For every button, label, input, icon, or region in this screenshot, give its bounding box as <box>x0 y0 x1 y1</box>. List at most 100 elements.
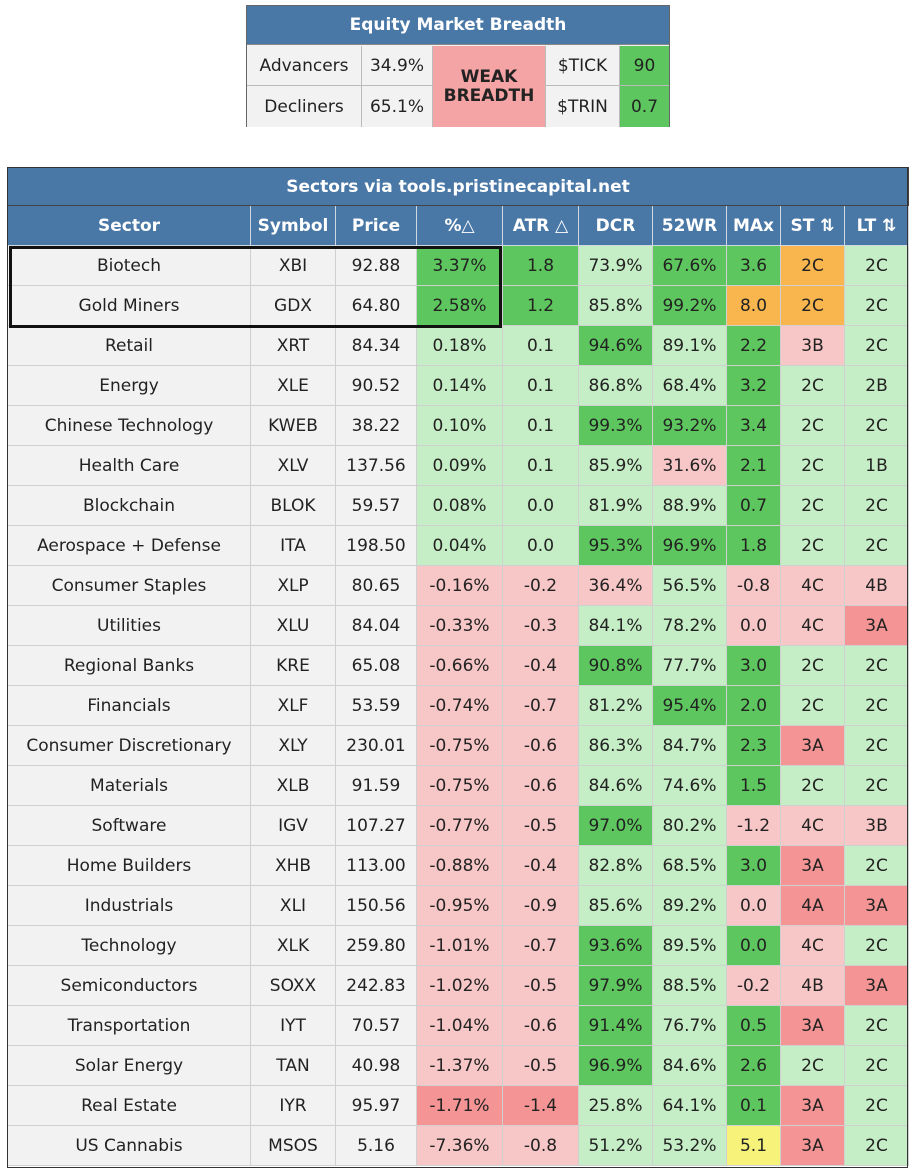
cell-lt: 2C <box>843 1085 910 1126</box>
cell-symbol: TAN <box>250 1045 336 1086</box>
cell-symbol: GDX <box>250 285 336 326</box>
cell-max: 1.8 <box>726 525 781 566</box>
cell-symbol: XLV <box>250 445 336 486</box>
cell-max: 0.7 <box>726 485 781 526</box>
table-row[interactable]: Software IGV 107.27 -0.77% -0.5 97.0% 80.2% -1.… <box>7 805 910 846</box>
table-row[interactable]: Solar Energy TAN 40.98 -1.37% -0.5 96.9% 84.6%… <box>7 1045 910 1086</box>
cell-pct-change: -0.75% <box>416 765 503 806</box>
cell-pct-change: -0.74% <box>416 685 503 726</box>
cell-max: 3.6 <box>726 245 781 286</box>
table-row[interactable]: Industrials XLI 150.56 -0.95% -0.9 85.6% 89.2%… <box>7 885 910 926</box>
table-row[interactable]: Semiconductors SOXX 242.83 -1.02% -0.5 97.9% 8… <box>7 965 910 1006</box>
cell-st: 3A <box>780 1005 845 1046</box>
cell-lt: 2C <box>843 685 910 726</box>
cell-52wr: 67.6% <box>652 245 727 286</box>
table-row[interactable]: Health Care XLV 137.56 0.09% 0.1 85.9% 31.6% 2.… <box>7 445 910 486</box>
column-header-price[interactable]: Price <box>335 205 417 246</box>
cell-52wr: 88.5% <box>652 965 727 1006</box>
table-row[interactable]: Utilities XLU 84.04 -0.33% -0.3 84.1% 78.2% 0.0… <box>7 605 910 646</box>
cell-sector: Aerospace + Defense <box>7 525 251 566</box>
cell-pct-change: -0.95% <box>416 885 503 926</box>
table-row[interactable]: Transportation IYT 70.57 -1.04% -0.6 91.4% 76.… <box>7 1005 910 1046</box>
table-row[interactable]: Gold Miners GDX 64.80 2.58% 1.2 85.8% 99.2% 8.0… <box>7 285 910 326</box>
table-row[interactable]: Technology XLK 259.80 -1.01% -0.7 93.6% 89.5% 0… <box>7 925 910 966</box>
cell-symbol: SOXX <box>250 965 336 1006</box>
cell-52wr: 84.7% <box>652 725 727 766</box>
breadth-status-line1: WEAK <box>460 66 518 87</box>
table-row[interactable]: Real Estate IYR 95.97 -1.71% -1.4 25.8% 64.1% 0… <box>7 1085 910 1126</box>
cell-pct-change: -1.37% <box>416 1045 503 1086</box>
cell-52wr: 96.9% <box>652 525 727 566</box>
column-header-st[interactable]: ST ⇅ <box>780 205 845 246</box>
table-row[interactable]: Aerospace + Defense ITA 198.50 0.04% 0.0 95.3… <box>7 525 910 566</box>
cell-symbol: MSOS <box>250 1125 336 1166</box>
column-header-lt[interactable]: LT ⇅ <box>843 205 910 246</box>
cell-st: 3B <box>780 325 845 366</box>
cell-price: 92.88 <box>335 245 417 286</box>
cell-52wr: 68.5% <box>652 845 727 886</box>
cell-atr-change: -0.5 <box>502 1045 579 1086</box>
cell-lt: 2C <box>843 485 910 526</box>
cell-symbol: XLE <box>250 365 336 406</box>
table-row[interactable]: Consumer Staples XLP 80.65 -0.16% -0.2 36.4% 5… <box>7 565 910 606</box>
cell-52wr: 88.9% <box>652 485 727 526</box>
cell-52wr: 89.5% <box>652 925 727 966</box>
column-header-atr-change[interactable]: ATR △ <box>502 205 579 246</box>
cell-sector: Biotech <box>7 245 251 286</box>
cell-sector: Materials <box>7 765 251 806</box>
cell-symbol: XBI <box>250 245 336 286</box>
column-header-52wr[interactable]: 52WR <box>652 205 727 246</box>
cell-atr-change: -0.5 <box>502 805 579 846</box>
column-header-max[interactable]: MAx <box>726 205 781 246</box>
cell-atr-change: 0.0 <box>502 485 579 526</box>
table-row[interactable]: Financials XLF 53.59 -0.74% -0.7 81.2% 95.4% 2.… <box>7 685 910 726</box>
cell-atr-change: -0.4 <box>502 845 579 886</box>
cell-atr-change: -0.8 <box>502 1125 579 1166</box>
cell-atr-change: -0.2 <box>502 565 579 606</box>
table-row[interactable]: Biotech XBI 92.88 3.37% 1.8 73.9% 67.6% 3.6 2C 2C <box>7 245 910 286</box>
table-row[interactable]: Consumer Discretionary XLY 230.01 -0.75% -0.… <box>7 725 910 766</box>
cell-dcr: 86.8% <box>578 365 653 406</box>
table-row[interactable]: Energy XLE 90.52 0.14% 0.1 86.8% 68.4% 3.2 2C 2B <box>7 365 910 406</box>
table-row[interactable]: Regional Banks KRE 65.08 -0.66% -0.4 90.8% 77.… <box>7 645 910 686</box>
cell-max: 3.0 <box>726 645 781 686</box>
cell-symbol: IYR <box>250 1085 336 1126</box>
column-header-dcr[interactable]: DCR <box>578 205 653 246</box>
cell-sector: Solar Energy <box>7 1045 251 1086</box>
cell-sector: Financials <box>7 685 251 726</box>
table-row[interactable]: Home Builders XHB 113.00 -0.88% -0.4 82.8% 68.… <box>7 845 910 886</box>
cell-sector: Gold Miners <box>7 285 251 326</box>
table-row[interactable]: Materials XLB 91.59 -0.75% -0.6 84.6% 74.6% 1.5… <box>7 765 910 806</box>
trin-label: $TRIN <box>546 86 620 127</box>
cell-52wr: 68.4% <box>652 365 727 406</box>
cell-dcr: 86.3% <box>578 725 653 766</box>
cell-st: 4C <box>780 605 845 646</box>
cell-52wr: 53.2% <box>652 1125 727 1166</box>
cell-dcr: 97.9% <box>578 965 653 1006</box>
cell-price: 38.22 <box>335 405 417 446</box>
cell-st: 2C <box>780 485 845 526</box>
table-row[interactable]: US Cannabis MSOS 5.16 -7.36% -0.8 51.2% 53.2% 5… <box>7 1125 910 1166</box>
cell-st: 2C <box>780 405 845 446</box>
tick-value: 90 <box>620 46 669 86</box>
cell-st: 4C <box>780 565 845 606</box>
cell-price: 259.80 <box>335 925 417 966</box>
cell-dcr: 84.1% <box>578 605 653 646</box>
cell-st: 4C <box>780 805 845 846</box>
cell-max: 0.0 <box>726 605 781 646</box>
column-header-pct-change[interactable]: %△ <box>416 205 503 246</box>
table-row[interactable]: Chinese Technology KWEB 38.22 0.10% 0.1 99.3%… <box>7 405 910 446</box>
cell-dcr: 96.9% <box>578 1045 653 1086</box>
column-header-symbol[interactable]: Symbol <box>250 205 336 246</box>
cell-dcr: 94.6% <box>578 325 653 366</box>
table-row[interactable]: Blockchain BLOK 59.57 0.08% 0.0 81.9% 88.9% 0.7… <box>7 485 910 526</box>
cell-lt: 2C <box>843 925 910 966</box>
column-header-sector[interactable]: Sector <box>7 205 251 246</box>
cell-symbol: XRT <box>250 325 336 366</box>
cell-lt: 3A <box>843 965 910 1006</box>
table-row[interactable]: Retail XRT 84.34 0.18% 0.1 94.6% 89.1% 2.2 3B 2C <box>7 325 910 366</box>
cell-atr-change: -1.4 <box>502 1085 579 1126</box>
cell-dcr: 51.2% <box>578 1125 653 1166</box>
cell-lt: 2C <box>843 725 910 766</box>
cell-pct-change: 3.37% <box>416 245 503 286</box>
